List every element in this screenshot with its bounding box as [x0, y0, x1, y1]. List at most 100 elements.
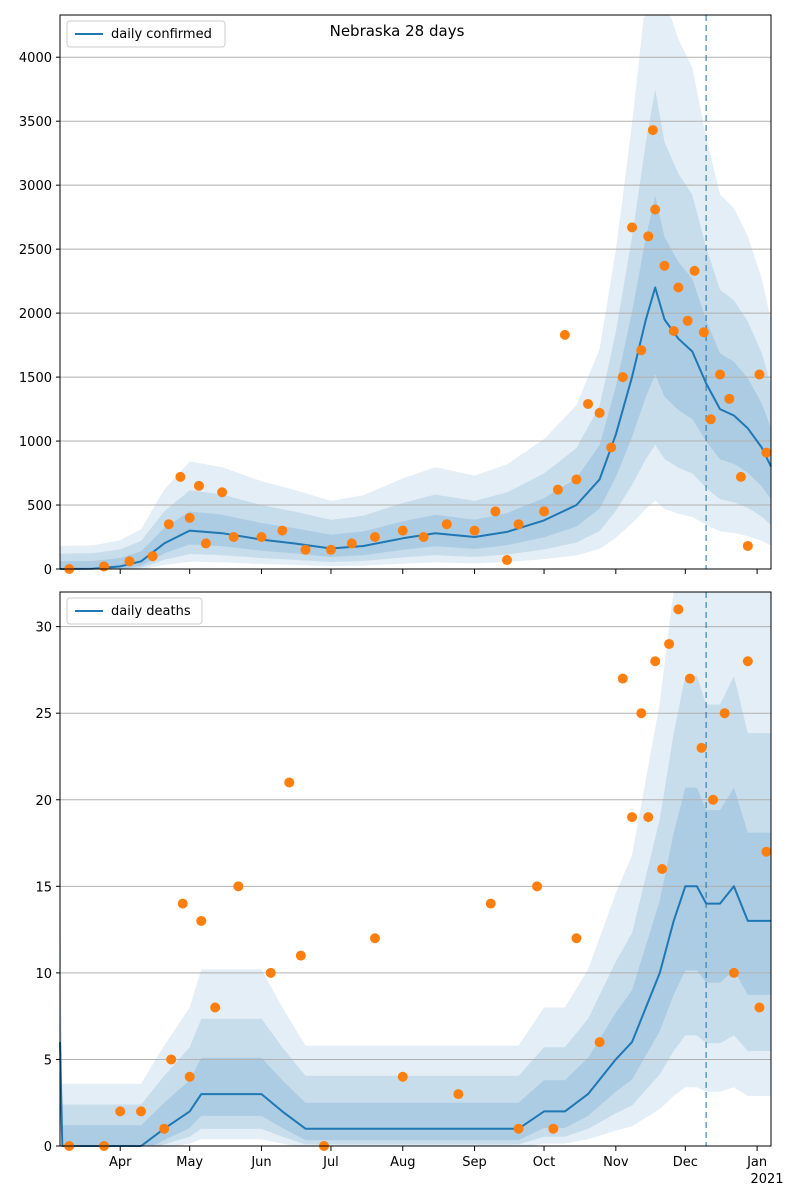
deaths-data-point — [196, 915, 207, 926]
confirmed-data-point — [277, 525, 288, 536]
confirmed-data-point — [228, 532, 239, 543]
deaths-data-point — [513, 1123, 524, 1134]
deaths-data-point — [742, 656, 753, 667]
confirmed-data-point — [346, 538, 357, 549]
deaths-data-point — [643, 812, 654, 823]
confirmed-data-point — [124, 556, 135, 567]
confirmed-x-ticks — [119, 569, 758, 574]
confirmed-data-point — [175, 471, 186, 482]
confirmed-data-point — [469, 525, 480, 536]
deaths-data-point — [284, 777, 295, 788]
confirmed-data-point — [647, 125, 658, 136]
confirmed-data-point — [659, 260, 670, 271]
confirmed-data-point — [627, 222, 638, 233]
confirmed-panel: 0 500 1000 1500 2000 2500 3000 3500 4000 Nebrask… — [19, 14, 772, 578]
deaths-data-point — [453, 1089, 464, 1100]
confirmed-band-2 — [60, 195, 771, 569]
confirmed-data-point — [256, 532, 267, 543]
confirmed-ytick-label: 2000 — [19, 307, 52, 322]
confirmed-data-point — [539, 506, 550, 517]
xtick-label-may: May — [176, 1155, 203, 1170]
chart-title: Nebraska 28 days — [330, 22, 465, 40]
confirmed-ytick-label: 1500 — [19, 371, 52, 386]
deaths-x-ticks: Apr May Jun Jul Aug Sep Oct Nov Dec Jan — [109, 1146, 767, 1170]
xtick-label-jan: Jan — [746, 1155, 767, 1170]
deaths-data-point — [369, 933, 380, 944]
deaths-data-point — [532, 881, 543, 892]
deaths-data-point — [650, 656, 661, 667]
confirmed-legend: daily confirmed — [66, 20, 226, 48]
deaths-data-point — [210, 1002, 221, 1013]
confirmed-points-layer — [64, 125, 772, 574]
deaths-ytick-label: 20 — [35, 794, 52, 809]
xtick-label-aug: Aug — [390, 1155, 415, 1170]
xtick-label-dec: Dec — [673, 1155, 698, 1170]
confirmed-data-point — [682, 315, 693, 326]
deaths-legend-label: daily deaths — [111, 604, 191, 619]
deaths-band-2 — [60, 787, 771, 1146]
confirmed-data-point — [724, 393, 735, 404]
deaths-data-point — [728, 967, 739, 978]
deaths-ytick-label: 10 — [35, 967, 52, 982]
deaths-points-layer — [64, 604, 772, 1151]
confirmed-series-line — [59, 286, 772, 570]
confirmed-data-point — [418, 532, 429, 543]
confirmed-y-ticks: 0 500 1000 1500 2000 2500 3000 3500 4000 — [19, 51, 60, 578]
deaths-ytick-label: 30 — [35, 621, 52, 636]
confirmed-data-point — [200, 538, 211, 549]
confirmed-ytick-label: 2500 — [19, 243, 52, 258]
xtick-label-oct: Oct — [533, 1155, 555, 1170]
deaths-data-point — [761, 846, 772, 857]
deaths-data-point — [594, 1037, 605, 1048]
confirmed-data-point — [325, 544, 336, 555]
confirmed-data-point — [673, 282, 684, 293]
confirmed-data-point — [754, 369, 765, 380]
deaths-band-0 — [60, 592, 771, 1146]
deaths-data-point — [617, 673, 628, 684]
confirmed-data-point — [761, 447, 772, 458]
confirmed-data-point — [490, 506, 501, 517]
confirmed-data-point — [606, 442, 617, 453]
confirmed-data-point — [735, 471, 746, 482]
confirmed-data-point — [715, 369, 726, 380]
deaths-data-point — [265, 967, 276, 978]
deaths-data-point — [657, 864, 668, 874]
confirmed-data-point — [698, 327, 709, 338]
xtick-label-nov: Nov — [603, 1155, 629, 1170]
confirmed-data-point — [147, 551, 158, 562]
confirmed-data-point — [742, 540, 753, 551]
year-label: 2021 — [750, 1172, 783, 1187]
deaths-ytick-label: 15 — [35, 880, 52, 895]
deaths-data-point — [177, 898, 188, 909]
deaths-data-point — [115, 1106, 126, 1117]
deaths-band-1 — [60, 676, 771, 1146]
deaths-data-point — [754, 1002, 765, 1013]
deaths-data-point — [295, 950, 306, 961]
deaths-plot-frame — [59, 591, 772, 1147]
deaths-data-point — [696, 742, 707, 753]
confirmed-data-point — [668, 326, 679, 337]
confirmed-data-point — [552, 484, 563, 495]
deaths-data-point — [719, 708, 730, 719]
confirmed-data-point — [184, 512, 195, 523]
confirmed-data-point — [397, 525, 408, 536]
deaths-data-point — [673, 604, 684, 615]
deaths-y-ticks: 0 5 10 15 20 25 30 — [35, 621, 60, 1155]
confirmed-data-point — [99, 561, 110, 572]
confirmed-data-point — [643, 231, 654, 242]
confirmed-data-point — [163, 519, 174, 530]
confirmed-data-point — [300, 544, 311, 555]
confirmed-uncertainty-bands — [60, 15, 771, 569]
deaths-data-point — [627, 812, 638, 823]
deaths-data-point — [233, 881, 244, 892]
confirmed-data-point — [583, 398, 594, 409]
deaths-data-point — [159, 1123, 170, 1134]
confirmed-ytick-label: 3500 — [19, 115, 52, 130]
confirmed-ytick-label: 4000 — [19, 51, 52, 66]
confirmed-data-point — [501, 555, 512, 566]
deaths-legend-box — [66, 597, 203, 625]
confirmed-data-point — [617, 372, 628, 383]
deaths-data-point — [166, 1054, 177, 1065]
confirmed-legend-box — [66, 20, 226, 48]
confirmed-data-point — [636, 345, 647, 356]
